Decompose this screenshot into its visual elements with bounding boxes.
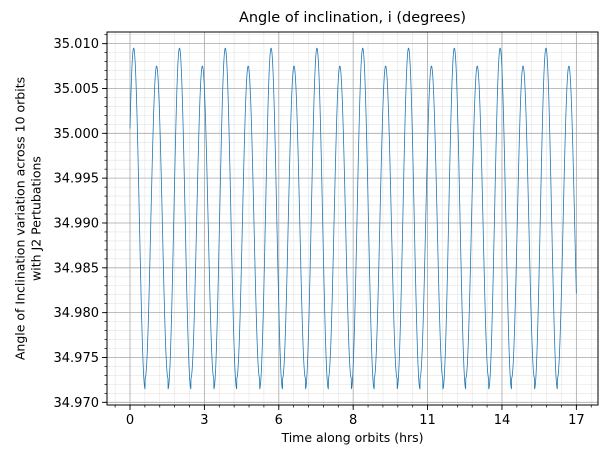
- x-tick-label: 8: [349, 413, 357, 428]
- x-tick-label: 6: [275, 413, 283, 428]
- x-tick-label: 0: [126, 413, 134, 428]
- inclination-series-line: [129, 47, 577, 390]
- x-tick-label: 17: [568, 413, 585, 428]
- x-tick-label: 14: [494, 413, 511, 428]
- x-tick-label: 11: [419, 413, 436, 428]
- y-axis: 34.970 34.975 34.980 34.985 34.990 34.995 35.0…: [54, 34, 107, 411]
- x-tick-label: 3: [200, 413, 208, 428]
- y-axis-label-line-2: with J2 Pertubations: [28, 156, 43, 281]
- series-layer: [129, 47, 577, 390]
- y-tick-label: 34.985: [54, 261, 100, 276]
- plot-area-frame: [106, 31, 599, 406]
- y-axis-label-line-1: Angle of Inclination variation across 10…: [12, 77, 27, 360]
- minor-grid: [107, 32, 598, 405]
- y-tick-label: 34.970: [54, 396, 100, 411]
- y-tick-label: 35.005: [54, 82, 100, 97]
- x-axis: 0 3 6 8 11 14 17: [114, 405, 592, 428]
- y-tick-label: 34.975: [54, 351, 100, 366]
- y-tick-label: 34.980: [54, 306, 100, 321]
- y-tick-label: 34.995: [54, 172, 100, 187]
- y-tick-label: 35.000: [54, 127, 100, 142]
- chart-title: Angle of inclination, i (degrees): [239, 10, 466, 26]
- y-tick-label: 34.990: [54, 216, 100, 231]
- x-axis-label: Time along orbits (hrs): [280, 430, 423, 445]
- y-tick-label: 35.010: [54, 37, 100, 52]
